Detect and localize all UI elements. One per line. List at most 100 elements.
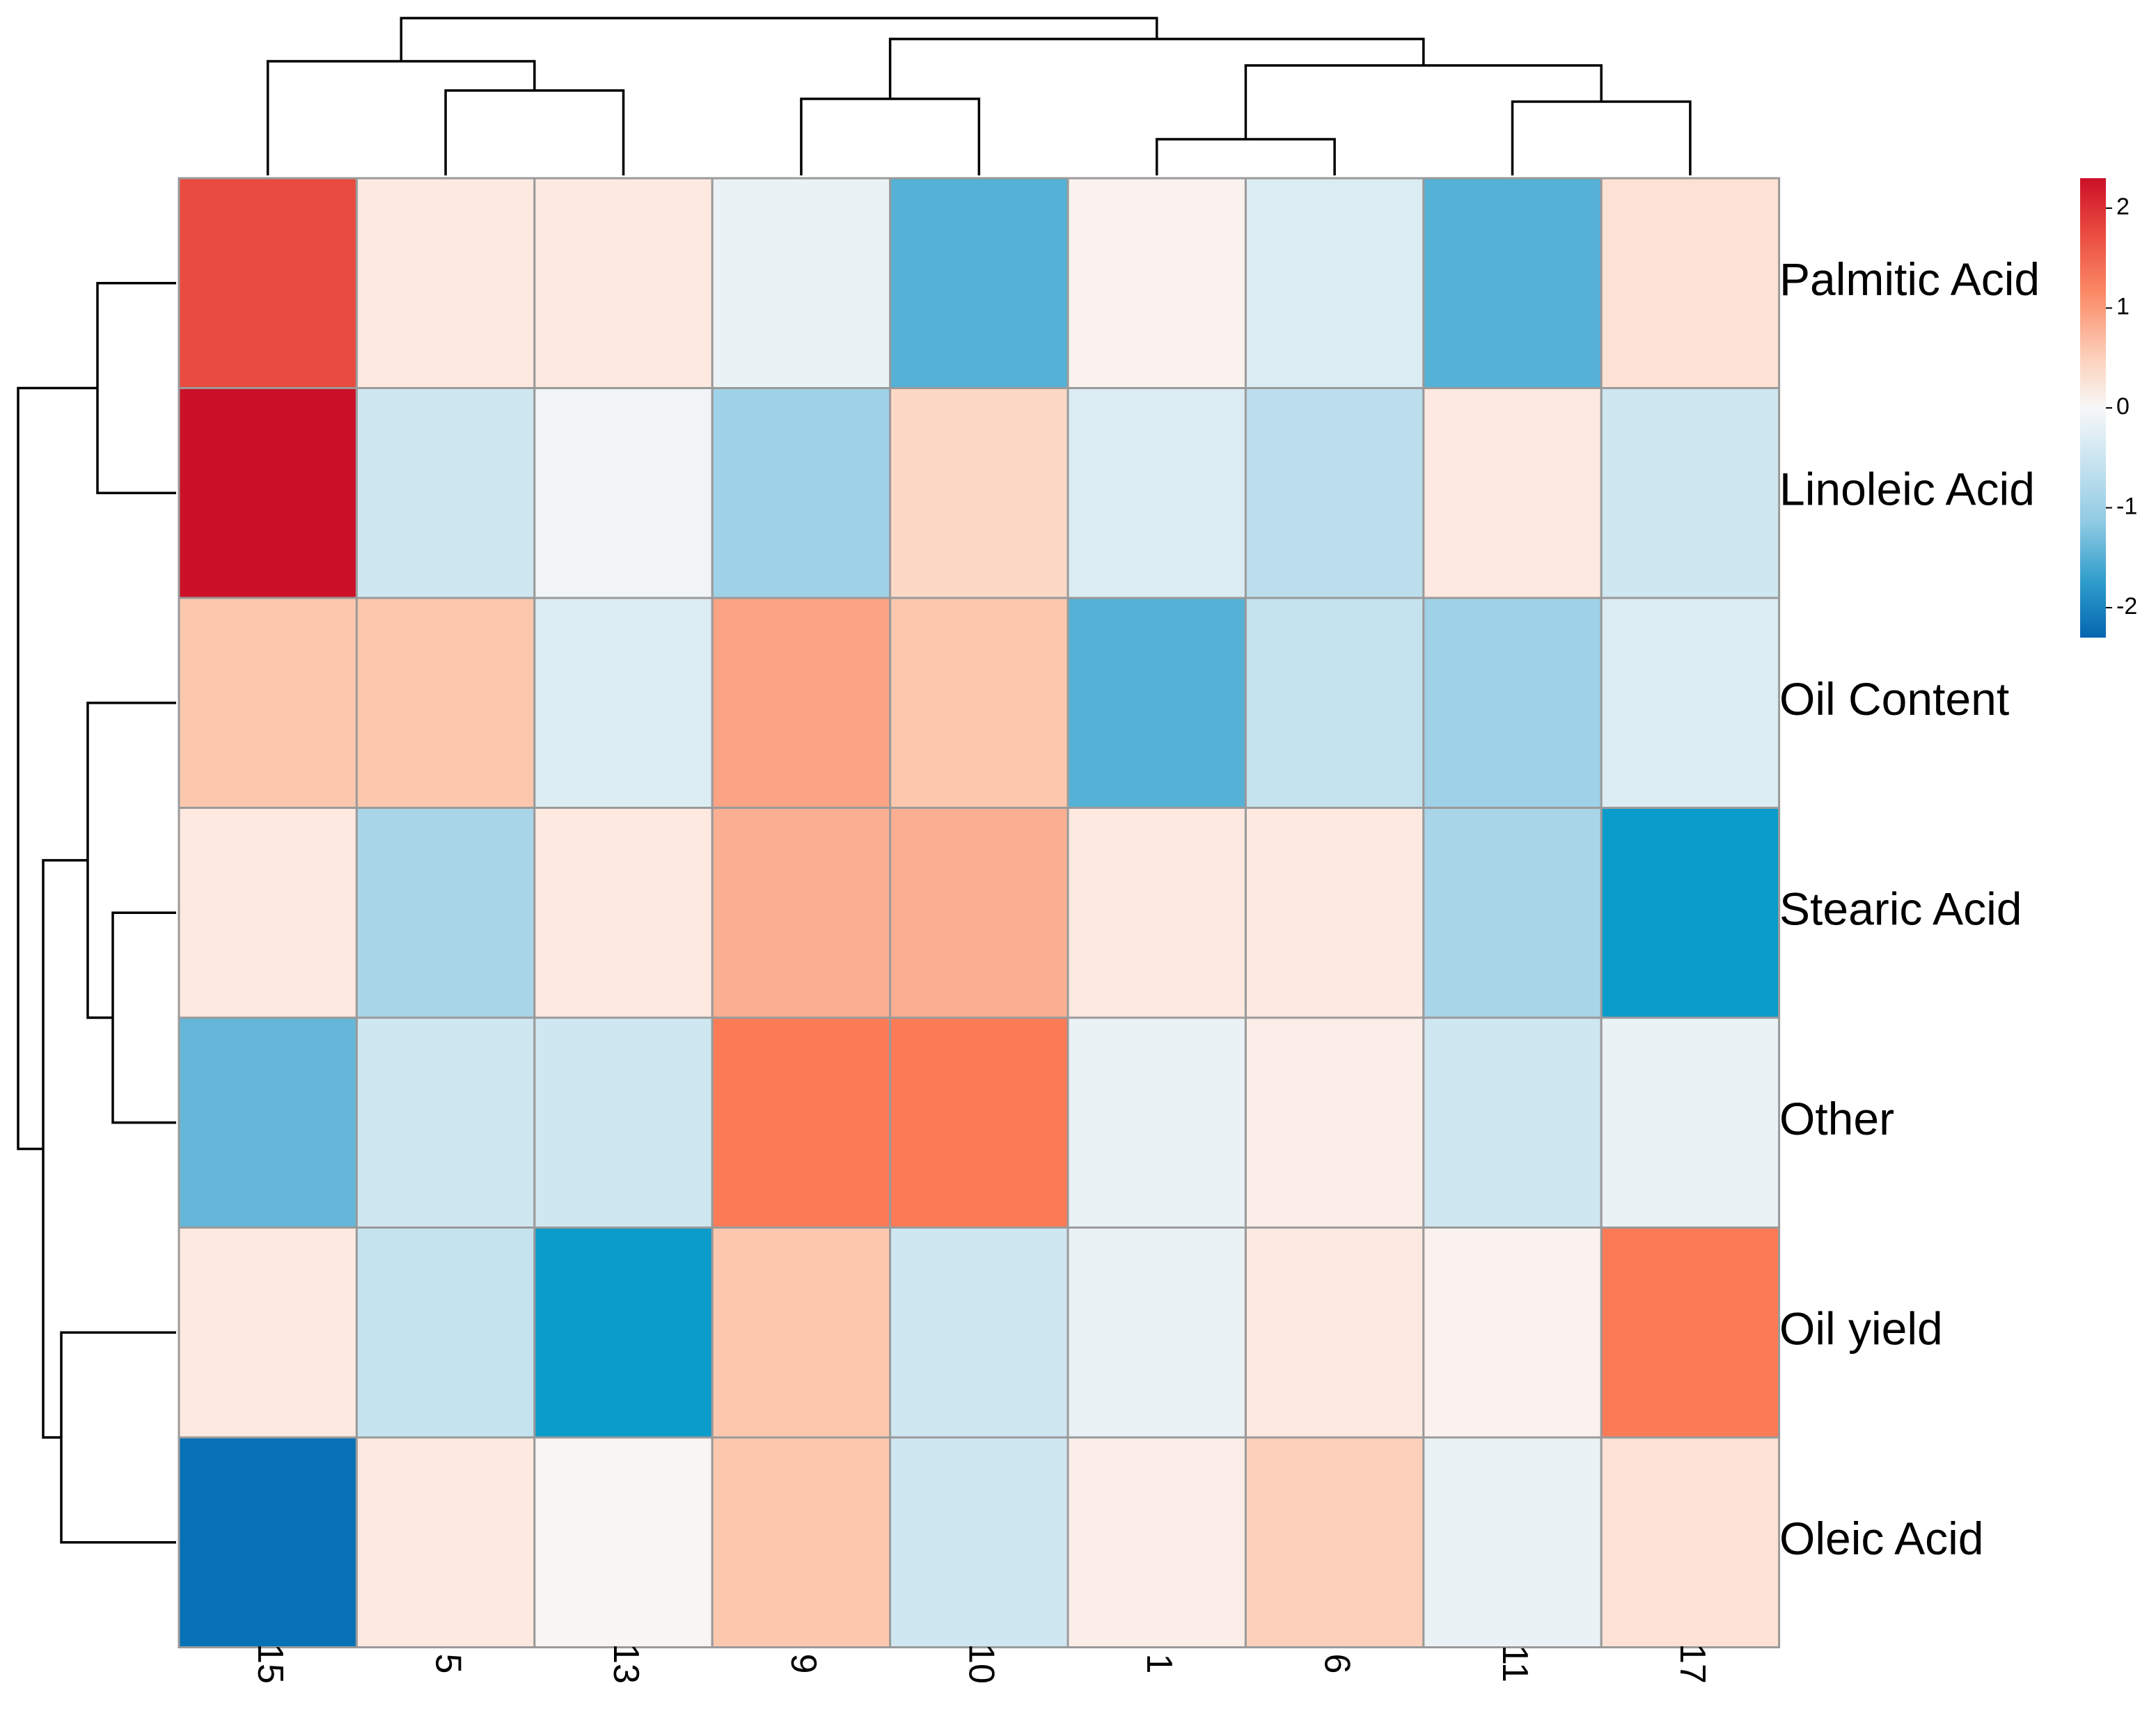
cell-oil-content-15 xyxy=(178,597,358,809)
cell-linoleic-acid-13 xyxy=(533,387,714,599)
column-link-11-17 xyxy=(1511,100,1692,175)
color-legend: 2 1 0 -1 -2 xyxy=(2080,178,2137,638)
cell-other-5 xyxy=(355,1016,536,1229)
cell-oleic-acid-11 xyxy=(1422,1436,1603,1648)
column-link-root xyxy=(400,17,1158,61)
legend-color-bar xyxy=(2080,178,2106,638)
cell-linoleic-acid-1 xyxy=(1067,387,1247,599)
cell-oil-yield-9 xyxy=(711,1227,892,1439)
cell-linoleic-acid-5 xyxy=(355,387,536,599)
row-label-linoleic-acid: Linoleic Acid xyxy=(1779,464,2035,515)
cell-oil-content-11 xyxy=(1422,597,1603,809)
cell-oil-content-10 xyxy=(889,597,1069,809)
cell-oleic-acid-6 xyxy=(1244,1436,1425,1648)
cell-oleic-acid-15 xyxy=(178,1436,358,1648)
cell-stearic-acid-11 xyxy=(1422,807,1603,1019)
cell-oleic-acid-17 xyxy=(1600,1436,1781,1648)
cell-stearic-acid-6 xyxy=(1244,807,1425,1019)
row-link-root xyxy=(17,386,97,1151)
row-link-oil-content-group xyxy=(86,702,176,1019)
cell-linoleic-acid-11 xyxy=(1422,387,1603,599)
cell-oleic-acid-10 xyxy=(889,1436,1069,1648)
cell-oil-yield-5 xyxy=(355,1227,536,1439)
row-link-oil-yield-oleic xyxy=(60,1331,176,1544)
cell-palmitic-acid-6 xyxy=(1244,177,1425,389)
cell-oil-yield-13 xyxy=(533,1227,714,1439)
cell-other-17 xyxy=(1600,1016,1781,1229)
cell-oil-yield-1 xyxy=(1067,1227,1247,1439)
heatmap-cells xyxy=(178,177,1781,1648)
row-link-stearic-other xyxy=(111,911,176,1124)
column-link-5-13 xyxy=(444,89,625,175)
row-labels: Palmitic Acid Linoleic Acid Oil Content Ste… xyxy=(1779,253,2040,1564)
column-label-6: 6 xyxy=(1316,1654,1357,1674)
column-label-15: 15 xyxy=(250,1643,290,1684)
legend-tick-label: -1 xyxy=(2116,493,2137,519)
cell-other-13 xyxy=(533,1016,714,1229)
column-label-10: 10 xyxy=(961,1643,1002,1684)
cell-palmitic-acid-17 xyxy=(1600,177,1781,389)
cell-palmitic-acid-1 xyxy=(1067,177,1247,389)
cell-oil-content-6 xyxy=(1244,597,1425,809)
cell-oleic-acid-1 xyxy=(1067,1436,1247,1648)
cell-oil-content-9 xyxy=(711,597,892,809)
legend-tick-label: 0 xyxy=(2116,393,2130,420)
cell-other-11 xyxy=(1422,1016,1603,1229)
cell-palmitic-acid-9 xyxy=(711,177,892,389)
column-label-13: 13 xyxy=(606,1643,646,1684)
legend-ticks: 2 1 0 -1 -2 xyxy=(2106,194,2137,620)
column-link-9-10-group xyxy=(888,38,1425,99)
cell-oil-yield-6 xyxy=(1244,1227,1425,1439)
column-label-17: 17 xyxy=(1672,1643,1713,1684)
cell-oleic-acid-9 xyxy=(711,1436,892,1648)
cell-linoleic-acid-10 xyxy=(889,387,1069,599)
cell-stearic-acid-5 xyxy=(355,807,536,1019)
cell-stearic-acid-10 xyxy=(889,807,1069,1019)
row-label-oil-yield: Oil yield xyxy=(1779,1303,1943,1355)
cell-linoleic-acid-6 xyxy=(1244,387,1425,599)
cell-stearic-acid-17 xyxy=(1600,807,1781,1019)
cell-oil-content-13 xyxy=(533,597,714,809)
column-label-11: 11 xyxy=(1495,1645,1535,1682)
cell-palmitic-acid-11 xyxy=(1422,177,1603,389)
row-label-oleic-acid: Oleic Acid xyxy=(1779,1513,1983,1564)
cell-oleic-acid-13 xyxy=(533,1436,714,1648)
cell-oil-yield-10 xyxy=(889,1227,1069,1439)
column-label-9: 9 xyxy=(783,1654,824,1674)
cell-other-15 xyxy=(178,1016,358,1229)
cell-stearic-acid-9 xyxy=(711,807,892,1019)
row-link-palmitic-linoleic xyxy=(96,282,176,494)
cell-other-10 xyxy=(889,1016,1069,1229)
cell-stearic-acid-15 xyxy=(178,807,358,1019)
cell-palmitic-acid-5 xyxy=(355,177,536,389)
cell-oil-content-5 xyxy=(355,597,536,809)
cell-palmitic-acid-13 xyxy=(533,177,714,389)
column-label-1: 1 xyxy=(1139,1654,1179,1674)
column-label-5: 5 xyxy=(427,1654,468,1674)
legend-tick-label: -2 xyxy=(2116,593,2137,620)
column-link-15-group xyxy=(266,60,536,175)
row-link-lower-group xyxy=(42,859,88,1439)
cell-oil-content-1 xyxy=(1067,597,1247,809)
cell-linoleic-acid-15 xyxy=(178,387,358,599)
cell-oil-yield-15 xyxy=(178,1227,358,1439)
cell-oleic-acid-5 xyxy=(355,1436,536,1648)
cell-palmitic-acid-10 xyxy=(889,177,1069,389)
cell-oil-content-17 xyxy=(1600,597,1781,809)
cell-other-6 xyxy=(1244,1016,1425,1229)
row-label-oil-content: Oil Content xyxy=(1779,673,2009,725)
cell-oil-yield-11 xyxy=(1422,1227,1603,1439)
cell-palmitic-acid-15 xyxy=(178,177,358,389)
row-label-stearic-acid: Stearic Acid xyxy=(1779,883,2022,935)
cell-linoleic-acid-9 xyxy=(711,387,892,599)
legend-tick-label: 2 xyxy=(2116,194,2130,220)
column-labels: 15 5 13 9 10 1 6 11 17 xyxy=(250,1643,1713,1684)
cell-other-9 xyxy=(711,1016,892,1229)
cell-other-1 xyxy=(1067,1016,1247,1229)
row-label-palmitic-acid: Palmitic Acid xyxy=(1779,253,2040,305)
legend-tick-label: 1 xyxy=(2116,294,2130,320)
cell-oil-yield-17 xyxy=(1600,1227,1781,1439)
column-link-1-6 xyxy=(1155,138,1336,175)
column-dendrogram xyxy=(266,17,1692,175)
